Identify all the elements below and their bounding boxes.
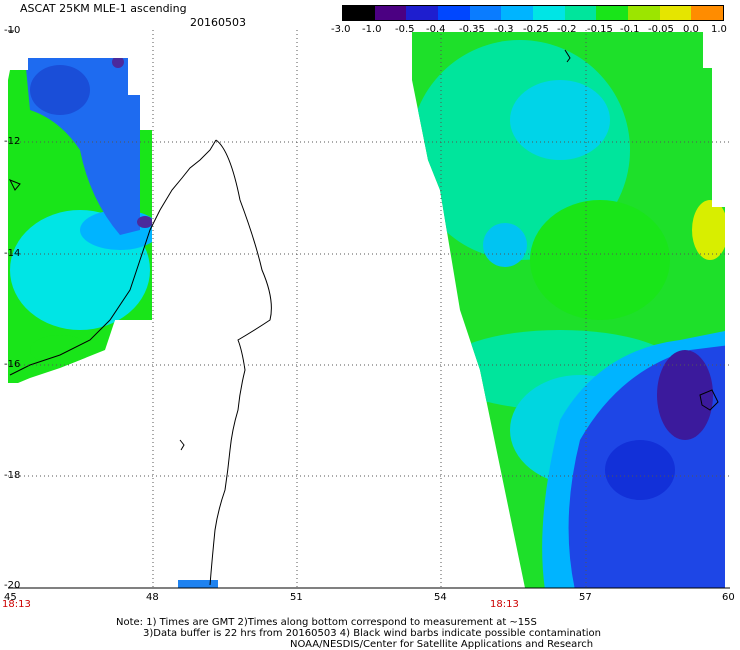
time-label: 18:13 bbox=[490, 599, 519, 610]
colorbar-label: -0.2 bbox=[557, 24, 577, 35]
time-label: 18:13 bbox=[2, 599, 31, 610]
colorbar bbox=[342, 5, 724, 21]
colorbar-label: -0.4 bbox=[426, 24, 446, 35]
bottom-swath-fragment bbox=[178, 580, 218, 588]
colorbar-segment-2 bbox=[406, 6, 439, 20]
y-tick-label: -16 bbox=[4, 359, 21, 370]
x-tick-label: 60 bbox=[722, 592, 735, 603]
colorbar-segment-5 bbox=[501, 6, 534, 20]
colorbar-label: -3.0 bbox=[331, 24, 351, 35]
colorbar-label: -0.05 bbox=[648, 24, 674, 35]
colorbar-label: 0.0 bbox=[683, 24, 699, 35]
colorbar-label: -0.3 bbox=[494, 24, 514, 35]
colorbar-segment-8 bbox=[596, 6, 629, 20]
map-title: ASCAT 25KM MLE-1 ascending bbox=[20, 2, 187, 15]
y-tick-label: -10 bbox=[4, 25, 21, 36]
note-line-3: NOAA/NESDIS/Center for Satellite Applica… bbox=[290, 639, 594, 650]
y-tick-label: -18 bbox=[4, 470, 21, 481]
y-tick-label: -12 bbox=[4, 136, 21, 147]
colorbar-segment-4 bbox=[469, 6, 502, 20]
coastline bbox=[8, 49, 719, 586]
colorbar-segment-6 bbox=[533, 6, 565, 20]
left-swath bbox=[8, 58, 152, 383]
colorbar-label: -1.0 bbox=[362, 24, 382, 35]
colorbar-label: -0.5 bbox=[395, 24, 415, 35]
note-line-2: 3)Data buffer is 22 hrs from 20160503 4)… bbox=[143, 628, 601, 639]
colorbar-segment-7 bbox=[564, 6, 597, 20]
x-tick-label: 45 bbox=[4, 592, 17, 603]
colorbar-label: 1.0 bbox=[711, 24, 727, 35]
x-tick-label: 48 bbox=[146, 592, 159, 603]
colorbar-label: -0.35 bbox=[459, 24, 485, 35]
lat-lon-grid bbox=[8, 30, 730, 588]
colorbar-segment-0 bbox=[343, 6, 375, 20]
y-tick-label: -20 bbox=[4, 580, 21, 591]
axis-ticks bbox=[8, 30, 730, 589]
note-line-1: Note: 1) Times are GMT 2)Times along bot… bbox=[116, 617, 537, 628]
colorbar-segment-1 bbox=[374, 6, 407, 20]
colorbar-label: -0.25 bbox=[523, 24, 549, 35]
y-tick-label: -14 bbox=[4, 248, 21, 259]
map-date: 20160503 bbox=[190, 16, 246, 29]
colorbar-segment-10 bbox=[659, 6, 692, 20]
x-tick-label: 54 bbox=[434, 592, 447, 603]
colorbar-label: -0.1 bbox=[620, 24, 640, 35]
colorbar-segment-11 bbox=[691, 6, 724, 20]
x-tick-label: 51 bbox=[290, 592, 303, 603]
colorbar-segment-9 bbox=[628, 6, 660, 20]
colorbar-label: -0.15 bbox=[587, 24, 613, 35]
x-tick-label: 57 bbox=[579, 592, 592, 603]
colorbar-segment-3 bbox=[438, 6, 470, 20]
right-swath bbox=[412, 32, 725, 588]
